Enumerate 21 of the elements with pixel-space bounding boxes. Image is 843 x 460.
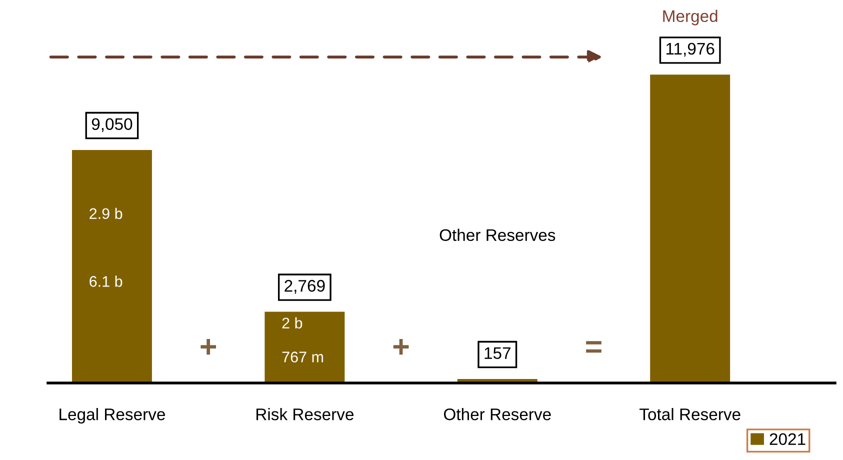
x-tick-label: Legal Reserve xyxy=(60,408,165,424)
data-label: 2,769 xyxy=(284,280,325,294)
bar xyxy=(650,74,730,383)
bar xyxy=(264,312,345,383)
x-tick-label: Total Reserve xyxy=(640,408,740,420)
annotation: Other Reserves xyxy=(440,228,556,241)
annotation: + xyxy=(393,339,409,355)
data-label: 9,050 xyxy=(92,118,132,132)
annotation: = xyxy=(586,341,602,353)
x-tick-label: Risk Reserve xyxy=(256,408,354,420)
text: Merged xyxy=(663,10,718,26)
legend-label: 2021 xyxy=(770,433,806,446)
data-label: 157 xyxy=(484,347,510,359)
annotation: 2 b xyxy=(282,317,302,329)
annotation: 6.1 b xyxy=(90,276,122,287)
annotation: 767 m xyxy=(282,352,324,362)
annotation: + xyxy=(200,339,216,355)
bar xyxy=(72,150,152,383)
x-tick-label: Other Reserve xyxy=(444,408,551,420)
data-label: 11,976 xyxy=(666,42,714,57)
annotation: 2.9 b xyxy=(90,208,122,220)
